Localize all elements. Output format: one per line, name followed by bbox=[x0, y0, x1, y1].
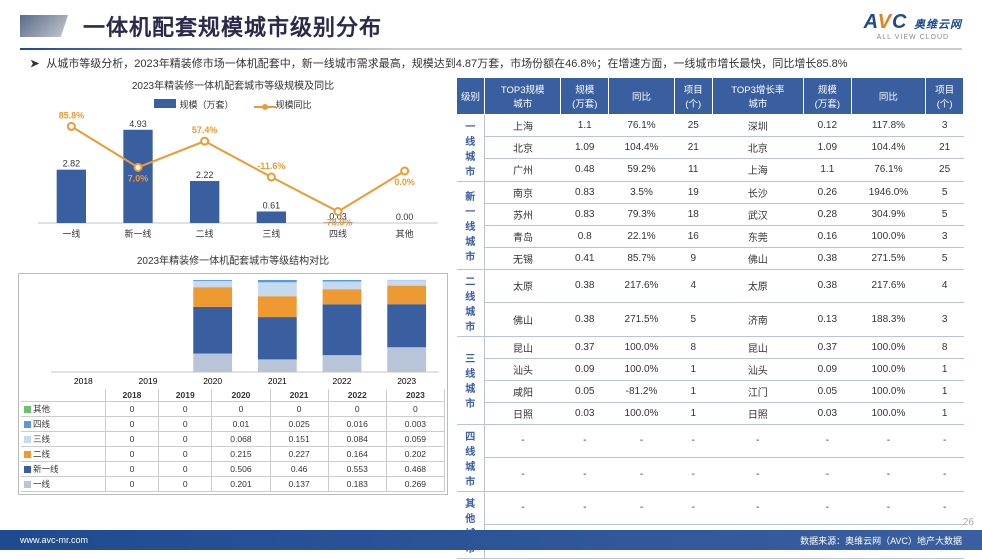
page-number: 26 bbox=[963, 517, 974, 528]
svg-text:-11.6%: -11.6% bbox=[257, 161, 285, 171]
title-underline bbox=[20, 48, 962, 50]
page-title: 一体机配套规模城市级别分布 bbox=[83, 10, 382, 42]
svg-text:2021: 2021 bbox=[268, 376, 287, 386]
right-column: 级别TOP3规模城市规模(万套)同比项目(个)TOP3增长率城市规模(万套)同比… bbox=[456, 77, 964, 559]
svg-text:85.8%: 85.8% bbox=[59, 111, 85, 120]
svg-text:0.0%: 0.0% bbox=[394, 177, 415, 187]
legend-line-icon bbox=[254, 106, 276, 108]
svg-text:4.93: 4.93 bbox=[129, 118, 147, 128]
chart1-title: 2023年精装修一体机配套城市等级规模及同比 bbox=[18, 77, 448, 92]
logo-subtitle: ALL VIEW CLOUD bbox=[864, 34, 962, 41]
chart1-svg: 2.82一线4.93新一线2.22二线0.61三线0.03四线0.00其他85.… bbox=[18, 111, 448, 241]
logo-text: AVC 奥维云网 bbox=[864, 11, 962, 34]
chart2-title: 2023年精装修一体机配套城市等级结构对比 bbox=[18, 252, 448, 267]
svg-text:0.61: 0.61 bbox=[263, 200, 281, 210]
svg-text:三线: 三线 bbox=[262, 228, 280, 239]
svg-text:2020: 2020 bbox=[203, 376, 222, 386]
logo: AVC 奥维云网 ALL VIEW CLOUD bbox=[864, 11, 962, 41]
content-area: 2023年精装修一体机配套城市等级规模及同比 规模（万套） 规模同比 2.82 一… bbox=[0, 73, 982, 559]
chart2: 2018 2019 2020 2021 2022 2023 201820192020202… bbox=[18, 273, 448, 495]
svg-text:其他: 其他 bbox=[396, 228, 414, 239]
svg-text:2018: 2018 bbox=[74, 376, 93, 386]
footer: www.avc-mr.com 数据来源：奥维云网（AVC）地产大数据 bbox=[0, 530, 982, 550]
header-decoration bbox=[20, 15, 68, 37]
footer-right: 数据来源：奥维云网（AVC）地产大数据 bbox=[800, 534, 962, 547]
svg-text:2.82: 2.82 bbox=[63, 158, 81, 168]
summary-text: 从城市等级分析，2023年精装修市场一体机配套中，新一线城市需求最高，规模达到4… bbox=[46, 58, 847, 70]
svg-text:二线: 二线 bbox=[196, 228, 214, 239]
svg-text:2022: 2022 bbox=[333, 376, 352, 386]
svg-text:0.00: 0.00 bbox=[396, 212, 414, 222]
summary-bullet: ➤ 从城市等级分析，2023年精装修市场一体机配套中，新一线城市需求最高，规模达… bbox=[0, 56, 982, 73]
chart1: 规模（万套） 规模同比 2.82 一线 4.93 新一线 2.22 二线 0.61 三线 0.0… bbox=[18, 98, 448, 248]
header: 一体机配套规模城市级别分布 AVC 奥维云网 ALL VIEW CLOUD bbox=[0, 0, 982, 48]
bullet-icon: ➤ bbox=[30, 58, 39, 70]
svg-text:新一线: 新一线 bbox=[124, 228, 151, 239]
chart2-data-table: 201820192020202120222023其他000000四线000.01… bbox=[21, 389, 445, 492]
footer-left: www.avc-mr.com bbox=[20, 535, 88, 545]
svg-text:2019: 2019 bbox=[139, 376, 158, 386]
svg-text:2023: 2023 bbox=[397, 376, 416, 386]
chart2-svg: 2018 2019 2020 2021 2022 2023 bbox=[21, 276, 445, 386]
svg-text:一线: 一线 bbox=[62, 228, 80, 239]
svg-text:57.4%: 57.4% bbox=[192, 125, 218, 135]
svg-text:-78.0%: -78.0% bbox=[324, 217, 353, 227]
svg-text:四线: 四线 bbox=[329, 228, 347, 239]
svg-text:7.0%: 7.0% bbox=[128, 173, 149, 183]
svg-text:2.22: 2.22 bbox=[196, 170, 214, 180]
main-table: 级别TOP3规模城市规模(万套)同比项目(个)TOP3增长率城市规模(万套)同比… bbox=[456, 77, 964, 559]
left-column: 2023年精装修一体机配套城市等级规模及同比 规模（万套） 规模同比 2.82 一… bbox=[18, 77, 448, 559]
chart1-legend: 规模（万套） 规模同比 bbox=[18, 98, 448, 111]
